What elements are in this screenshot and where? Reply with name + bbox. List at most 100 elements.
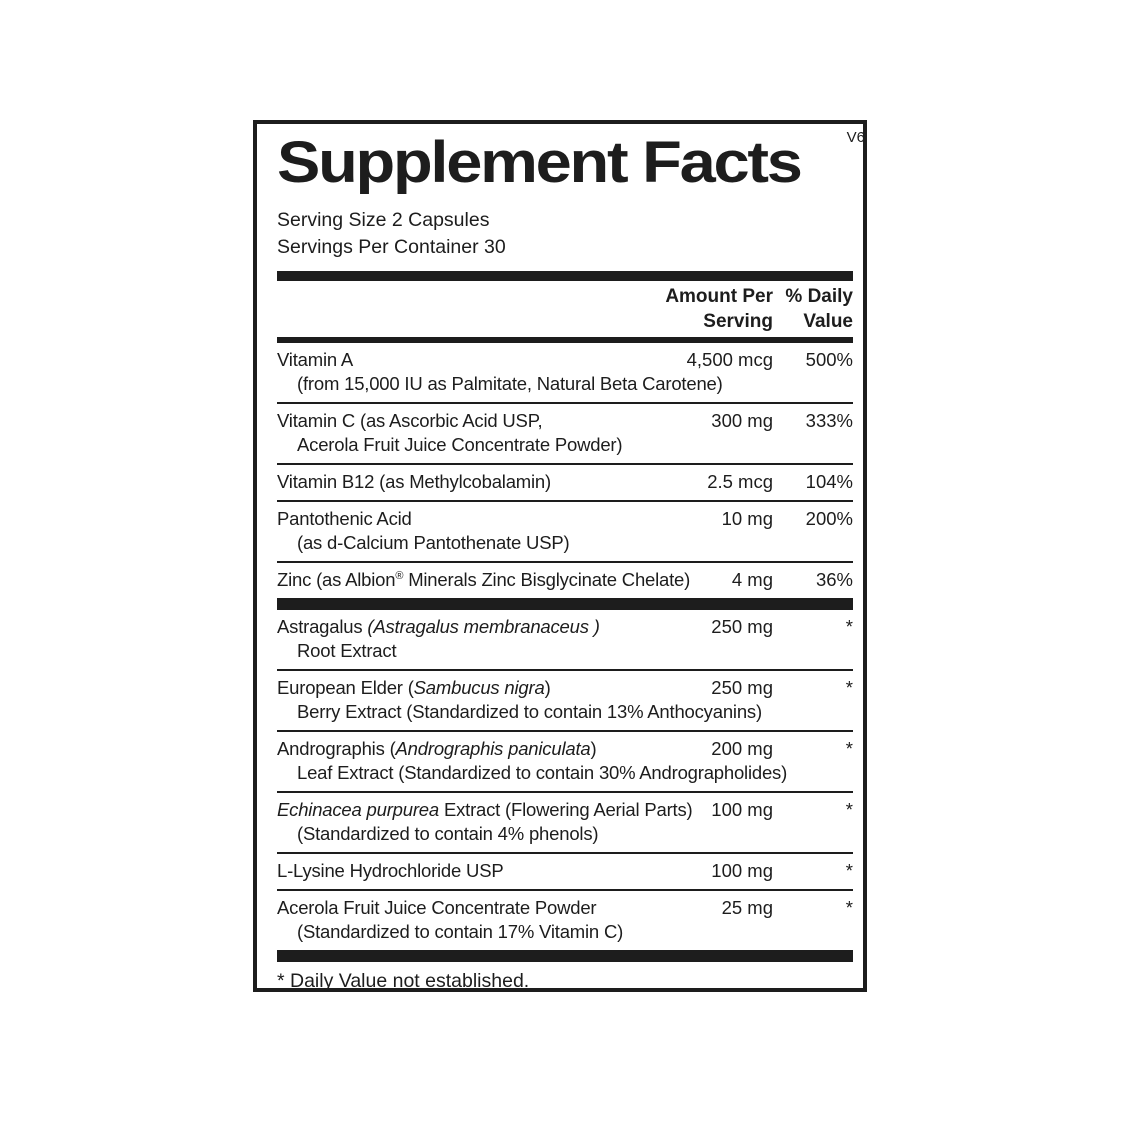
ingredient-name-text: Acerola Fruit Juice Concentrate Powder) [297, 434, 623, 455]
ingredient-name-line: Andrographis (Andrographis paniculata) [277, 737, 853, 761]
ingredient-name-text: Pantothenic Acid [277, 508, 412, 529]
ingredient-name-text: (Astragalus membranaceus ) [367, 616, 600, 637]
daily-value-header: % Daily Value [785, 284, 853, 334]
divider-top-thick [277, 271, 853, 281]
ingredient-name-line: (from 15,000 IU as Palmitate, Natural Be… [277, 372, 853, 396]
ingredient-name-text: Root Extract [297, 640, 397, 661]
ingredient-name-line: Acerola Fruit Juice Concentrate Powder) [277, 433, 853, 457]
column-headers: Amount Per Serving % Daily Value [277, 281, 853, 337]
daily-value-percent: * [845, 616, 853, 637]
ingredient-name-line: Leaf Extract (Standardized to contain 30… [277, 761, 853, 785]
amount-per-serving-value: 4,500 mcg [686, 349, 773, 370]
ingredient-name-text: Echinacea purpurea [277, 799, 439, 820]
ingredient-row: Vitamin B12 (as Methylcobalamin) 2.5 mcg 1… [277, 463, 853, 500]
ingredient-row: Zinc (as Albion® Minerals Zinc Bisglycin… [277, 561, 853, 598]
ingredient-name-text: European Elder ( [277, 677, 414, 698]
ingredient-row: Vitamin A (from 15,000 IU as Palmitate, N… [277, 343, 853, 402]
ingredient-name-text: Zinc (as Albion [277, 569, 396, 590]
ingredient-name-text: Acerola Fruit Juice Concentrate Powder [277, 897, 597, 918]
ingredient-name-text: (from 15,000 IU as Palmitate, Natural Be… [297, 373, 723, 394]
nutrient-rows-group: Vitamin A (from 15,000 IU as Palmitate, N… [277, 343, 853, 598]
amount-per-serving-value: 300 mg [711, 410, 773, 431]
amount-per-serving-value: 25 mg [721, 897, 773, 918]
daily-value-footnote: * Daily Value not established. [277, 970, 530, 992]
daily-value-percent: 104% [805, 471, 853, 492]
ingredient-name-line: (Standardized to contain 4% phenols) [277, 822, 853, 846]
amount-per-serving-value: 4 mg [731, 569, 773, 590]
ingredient-name-line: Astragalus (Astragalus membranaceus ) [277, 615, 853, 639]
ingredient-name-line: Vitamin B12 (as Methylcobalamin) [277, 470, 853, 494]
panel-title: Supplement Facts [277, 130, 803, 195]
ingredient-name-text: L-Lysine Hydrochloride USP [277, 860, 504, 881]
ingredient-name-line: European Elder (Sambucus nigra) [277, 676, 853, 700]
supplement-facts-panel: Supplement Facts V6 Serving Size 2 Capsu… [253, 120, 867, 992]
daily-value-percent: * [845, 897, 853, 918]
ingredient-row: Pantothenic Acid (as d-Calcium Pantothena… [277, 500, 853, 561]
botanical-rows-group: Astragalus (Astragalus membranaceus ) Roo… [277, 610, 853, 950]
amount-per-serving-value: 2.5 mcg [707, 471, 773, 492]
ingredient-name-line: Acerola Fruit Juice Concentrate Powder [277, 896, 853, 920]
daily-value-percent: 36% [815, 569, 853, 590]
ingredient-name-text: Extract (Flowering Aerial Parts) [439, 799, 693, 820]
amount-per-serving-header: Amount Per Serving [665, 284, 773, 334]
ingredient-row: Echinacea purpurea Extract (Flowering Ae… [277, 791, 853, 852]
ingredient-name-text: Andrographis paniculata [395, 738, 591, 759]
divider-bottom-thick [277, 950, 853, 962]
ingredient-name-line: Pantothenic Acid [277, 507, 853, 531]
ingredient-row: Acerola Fruit Juice Concentrate Powder (S… [277, 889, 853, 950]
ingredient-name-text: Vitamin A [277, 349, 354, 370]
daily-value-percent: 333% [805, 410, 853, 431]
amount-per-serving-value: 100 mg [711, 860, 773, 881]
ingredient-name-text: ) [544, 677, 551, 698]
ingredient-row: Astragalus (Astragalus membranaceus ) Roo… [277, 610, 853, 669]
ingredient-name-text: Sambucus nigra [413, 677, 545, 698]
daily-value-percent: * [845, 860, 853, 881]
servings-per-container: Servings Per Container 30 [277, 236, 506, 258]
ingredient-name-text: Astragalus [277, 616, 368, 637]
serving-size: Serving Size 2 Capsules [277, 209, 490, 231]
ingredient-name-text: (Standardized to contain 4% phenols) [297, 823, 599, 844]
amount-header-line1: Amount Per [665, 286, 773, 307]
ingredient-name-text: Minerals Zinc Bisglycinate Chelate) [403, 569, 691, 590]
ingredient-name-line: Vitamin C (as Ascorbic Acid USP, [277, 409, 853, 433]
ingredient-name-text: ) [590, 738, 597, 759]
dv-header-line2: Value [803, 311, 853, 332]
ingredient-name-text: Vitamin C (as Ascorbic Acid USP, [277, 410, 543, 431]
daily-value-percent: * [845, 677, 853, 698]
ingredient-name-text: Berry Extract (Standardized to contain 1… [297, 701, 762, 722]
registered-trademark-symbol: ® [395, 569, 404, 582]
daily-value-percent: * [845, 738, 853, 759]
amount-header-line2: Serving [703, 311, 773, 332]
amount-per-serving-value: 100 mg [711, 799, 773, 820]
ingredient-name-text: Andrographis ( [277, 738, 396, 759]
ingredient-name-line: (Standardized to contain 17% Vitamin C) [277, 920, 853, 944]
ingredient-name-text: (as d-Calcium Pantothenate USP) [297, 532, 570, 553]
ingredient-name-line: L-Lysine Hydrochloride USP [277, 859, 853, 883]
ingredient-name-line: Root Extract [277, 639, 853, 663]
ingredient-name-line: Zinc (as Albion® Minerals Zinc Bisglycin… [277, 568, 853, 592]
ingredient-name-line: (as d-Calcium Pantothenate USP) [277, 531, 853, 555]
divider-header-medium [277, 337, 853, 343]
divider-mid-thick [277, 598, 853, 610]
ingredient-name-line: Berry Extract (Standardized to contain 1… [277, 700, 853, 724]
title-row: Supplement Facts V6 [277, 130, 865, 198]
ingredient-row: Andrographis (Andrographis paniculata) Le… [277, 730, 853, 791]
amount-per-serving-value: 250 mg [711, 616, 773, 637]
amount-per-serving-value: 250 mg [711, 677, 773, 698]
ingredient-row: L-Lysine Hydrochloride USP 100 mg * [277, 852, 853, 889]
ingredient-name-line: Echinacea purpurea Extract (Flowering Ae… [277, 798, 853, 822]
ingredient-name-line: Vitamin A [277, 348, 853, 372]
ingredient-row: European Elder (Sambucus nigra) Berry Ext… [277, 669, 853, 730]
ingredient-name-text: Vitamin B12 (as Methylcobalamin) [277, 471, 551, 492]
ingredient-name-text: Leaf Extract (Standardized to contain 30… [297, 762, 788, 783]
dv-header-line1: % Daily [785, 286, 853, 307]
amount-per-serving-value: 200 mg [711, 738, 773, 759]
amount-per-serving-value: 10 mg [721, 508, 773, 529]
daily-value-percent: 200% [805, 508, 853, 529]
ingredient-row: Vitamin C (as Ascorbic Acid USP, Acerola … [277, 402, 853, 463]
daily-value-percent: * [845, 799, 853, 820]
daily-value-percent: 500% [805, 349, 853, 370]
ingredient-name-text: (Standardized to contain 17% Vitamin C) [297, 921, 624, 942]
version-tag: V6 [846, 129, 865, 146]
